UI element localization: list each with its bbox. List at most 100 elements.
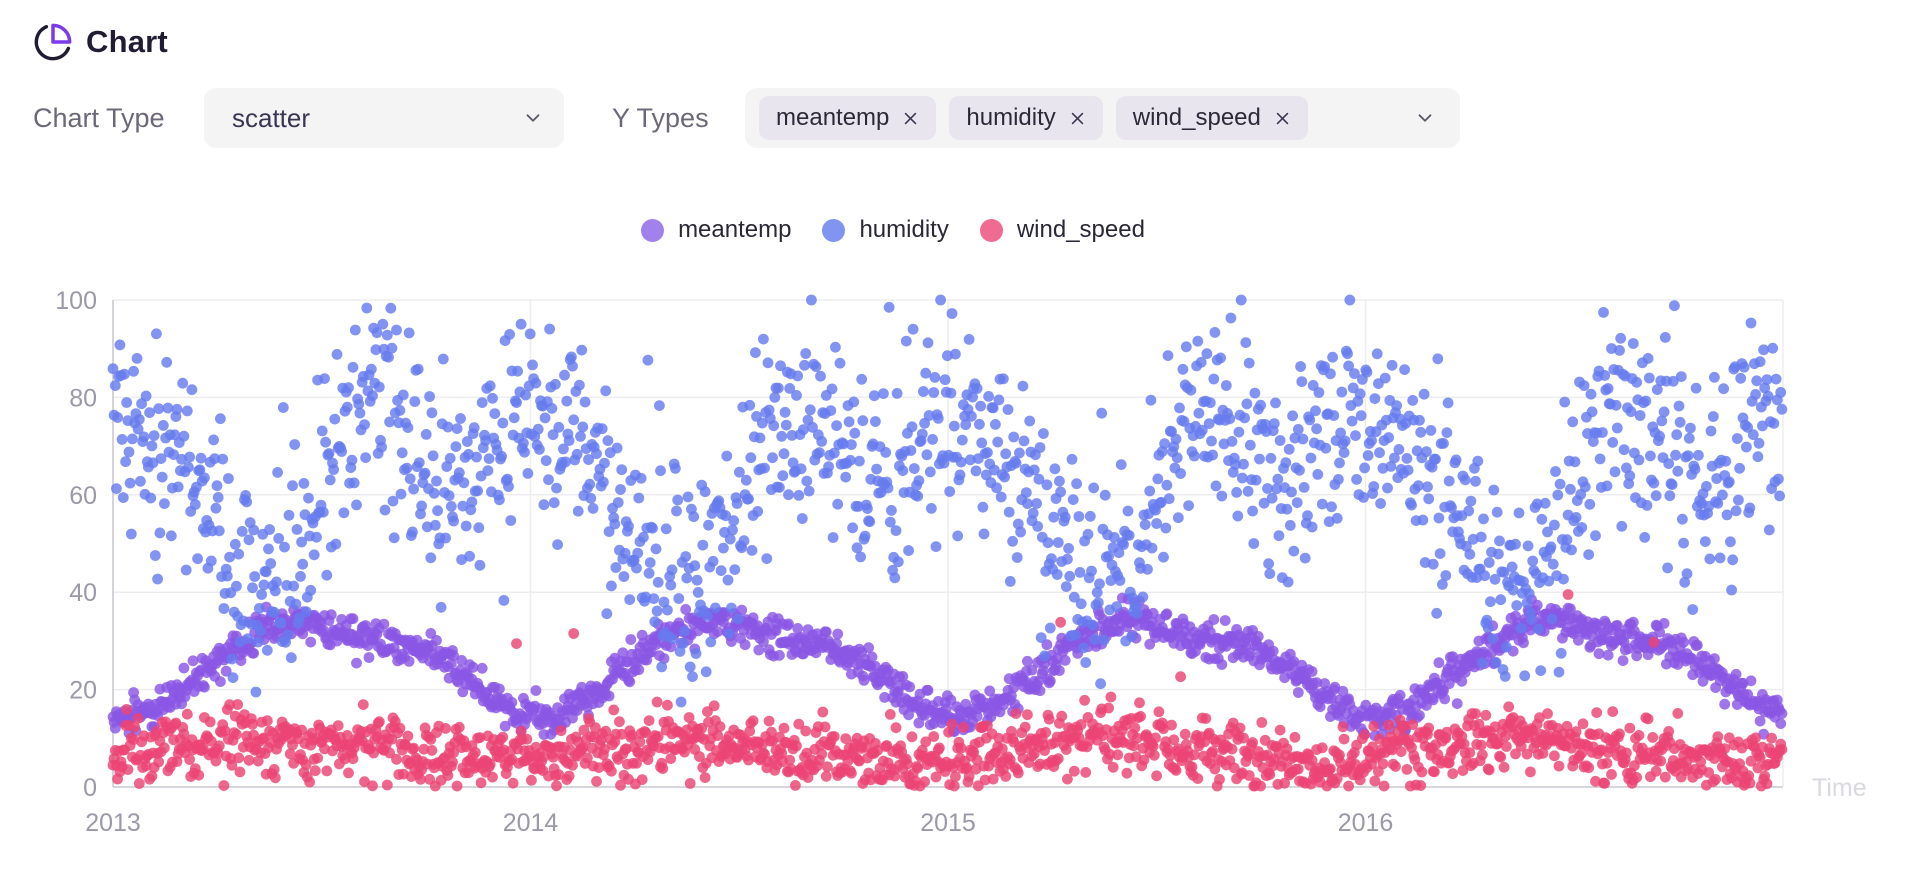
scatter-point [1677,513,1688,525]
scatter-point [1064,570,1076,582]
scatter-point [1296,376,1308,387]
scatter-point [311,531,322,543]
scatter-point [886,505,897,516]
scatter-point [361,302,373,314]
scatter-point [515,725,527,737]
scatter-point [684,661,696,673]
remove-icon[interactable] [1274,110,1291,127]
scatter-point [848,396,860,408]
scatter-point [1264,568,1276,580]
scatter-point [1377,758,1389,770]
legend-item-wind_speed[interactable]: wind_speed [979,216,1145,244]
scatter-point [922,684,934,696]
scatter-point [497,417,509,429]
scatter-point [1224,413,1236,425]
scatter-point [466,496,478,508]
scatter-point [783,618,794,630]
scatter-point [124,477,136,489]
scatter-point [440,723,451,734]
scatter-point [272,467,283,478]
scatter-point [217,453,229,465]
chart-type-select[interactable]: scatter [204,88,564,148]
scatter-point [162,402,174,414]
scatter-point [935,294,946,306]
scatter-point [1017,380,1029,392]
y-type-chip-wind_speed[interactable]: wind_speed [1115,96,1308,140]
scatter-point [614,716,625,728]
scatter-point [365,363,377,375]
scatter-point [658,653,670,664]
scatter-point [242,633,254,644]
scatter-point [1431,607,1443,619]
scatter-point [1425,425,1437,436]
scatter-point [806,294,817,306]
scatter-point [1067,494,1079,505]
scatter-point [453,721,465,733]
scatter-point [712,730,724,741]
scatter-point [1447,768,1459,780]
scatter-point [343,382,354,394]
scatter-point [187,655,199,667]
legend-item-meantemp[interactable]: meantemp [641,216,791,244]
scatter-point [1188,450,1200,462]
scatter-point [575,431,586,442]
scatter-point [955,742,967,754]
scatter-point [426,745,438,756]
scatter-point [1417,514,1429,526]
y-types-multiselect[interactable]: meantemp humidity wind_speed [745,88,1460,148]
scatter-point [413,457,425,468]
scatter-point [453,467,465,479]
scatter-point [199,681,210,693]
scatter-point [291,524,303,535]
scatter-point [145,492,157,504]
scatter-point [904,681,916,693]
scatter-point [1654,430,1665,442]
scatter-point [320,436,331,448]
scatter-point [784,754,796,766]
scatter-point [153,756,165,768]
scatter-point [289,439,301,450]
scatter-point [1693,449,1704,461]
scatter-point [640,727,652,738]
scatter-point [1673,400,1685,412]
scatter-point [1344,294,1356,306]
scatter-point [680,551,692,562]
scatter-point [220,665,232,677]
scatter-point [1463,505,1475,517]
scatter-point [1040,727,1052,738]
y-type-chip-meantemp[interactable]: meantemp [759,96,937,140]
scatter-point [583,454,594,465]
scatter-point [948,420,960,432]
remove-icon[interactable] [902,110,919,127]
scatter-point [450,441,462,452]
scatter-point [308,549,320,561]
scatter-point [988,464,1000,476]
scatter-point [1550,466,1561,477]
scatter-point [831,638,842,649]
scatter-point [1390,761,1401,772]
scatter-point [1699,536,1711,547]
scatter-point [184,451,196,463]
legend-item-humidity[interactable]: humidity [822,216,949,244]
scatter-point [858,675,870,686]
scatter-point [1366,435,1377,446]
scatter-point [1131,608,1143,619]
scatter-point [670,463,681,474]
y-type-chip-humidity[interactable]: humidity [949,96,1103,140]
scatter-point [117,492,129,503]
scatter-point [1672,465,1684,477]
remove-icon[interactable] [1069,110,1086,127]
scatter-point [1607,706,1619,717]
scatter-point [1552,489,1564,501]
scatter-point [155,453,167,464]
scatter-point [582,752,593,764]
scatter-point [603,526,615,537]
scatter-point [243,534,255,546]
scatter-point [1719,743,1731,754]
scatter-point [440,532,451,544]
scatter-point [800,725,812,737]
scatter-point [1070,629,1081,641]
scatter-point [674,646,686,657]
scatter-point [304,776,315,788]
